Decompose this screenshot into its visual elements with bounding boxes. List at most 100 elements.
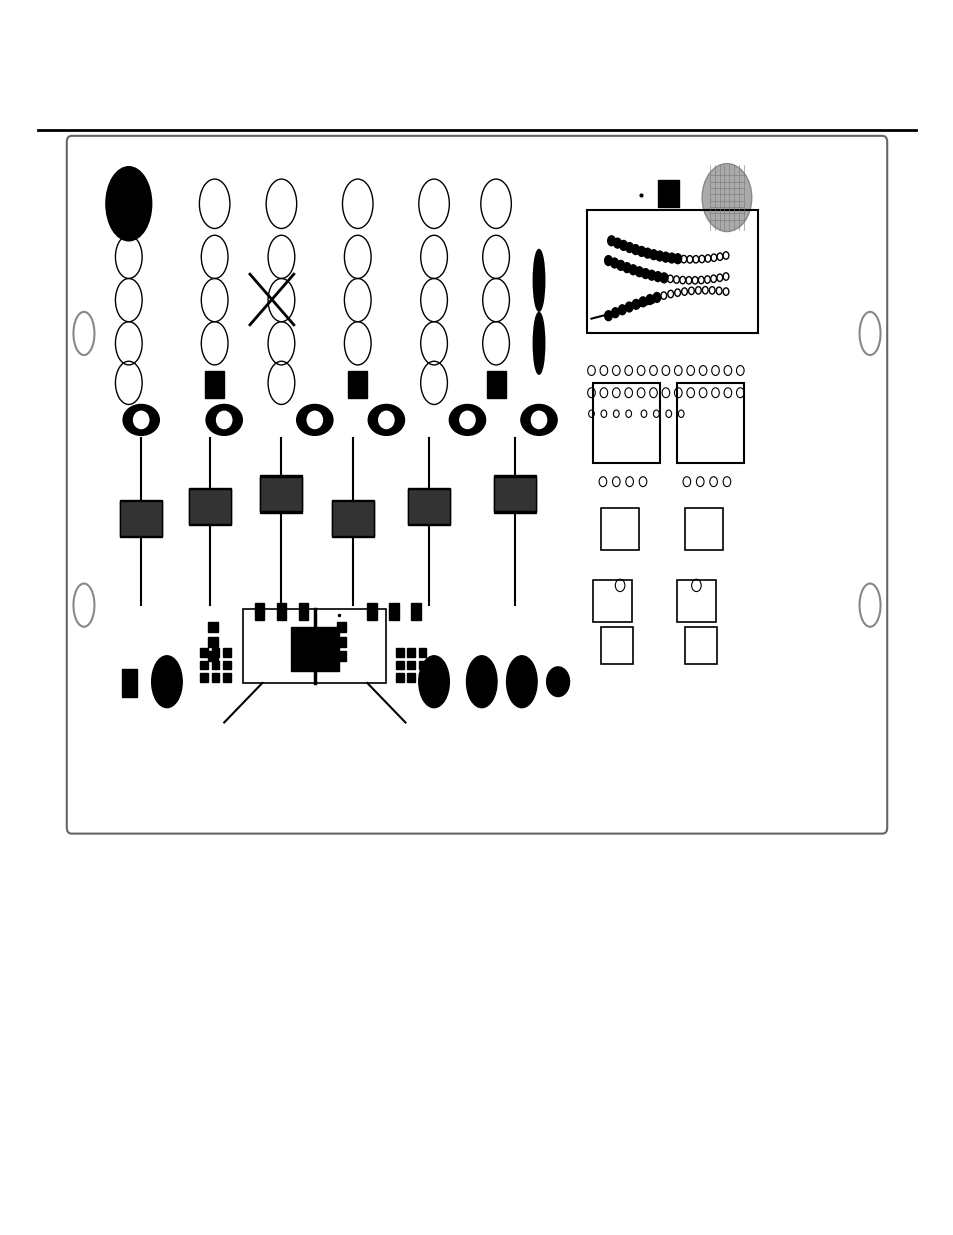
- Circle shape: [625, 242, 633, 252]
- Bar: [254, 603, 264, 620]
- Bar: [684, 627, 717, 664]
- Ellipse shape: [533, 249, 544, 311]
- Bar: [494, 475, 536, 513]
- Ellipse shape: [531, 411, 546, 429]
- Bar: [200, 673, 208, 682]
- Ellipse shape: [459, 411, 475, 429]
- Circle shape: [661, 252, 669, 262]
- Circle shape: [625, 303, 633, 312]
- Bar: [276, 603, 286, 620]
- Bar: [408, 488, 450, 525]
- Ellipse shape: [533, 312, 544, 374]
- Bar: [212, 661, 219, 669]
- Ellipse shape: [216, 411, 232, 429]
- Ellipse shape: [466, 656, 497, 708]
- Bar: [223, 661, 231, 669]
- Bar: [677, 580, 715, 622]
- Bar: [418, 648, 426, 657]
- Circle shape: [622, 263, 630, 273]
- Circle shape: [653, 293, 660, 303]
- Circle shape: [641, 269, 649, 279]
- Circle shape: [654, 272, 661, 282]
- Bar: [600, 508, 639, 550]
- Bar: [212, 673, 219, 682]
- Circle shape: [635, 267, 642, 277]
- Bar: [260, 475, 302, 513]
- Circle shape: [613, 238, 620, 248]
- Circle shape: [604, 256, 612, 266]
- FancyBboxPatch shape: [67, 136, 886, 834]
- Bar: [395, 648, 403, 657]
- Circle shape: [643, 248, 651, 258]
- Circle shape: [673, 253, 680, 263]
- Bar: [205, 370, 224, 398]
- Circle shape: [645, 295, 653, 305]
- Bar: [593, 580, 631, 622]
- Bar: [408, 489, 450, 524]
- Bar: [291, 627, 338, 671]
- Bar: [336, 651, 346, 661]
- Bar: [367, 603, 376, 620]
- Bar: [407, 648, 415, 657]
- Circle shape: [619, 241, 627, 251]
- Circle shape: [546, 667, 569, 697]
- Bar: [494, 477, 536, 511]
- Bar: [189, 488, 231, 525]
- Bar: [208, 637, 217, 647]
- Bar: [593, 383, 659, 463]
- Bar: [223, 673, 231, 682]
- Circle shape: [632, 299, 639, 309]
- Ellipse shape: [152, 656, 182, 708]
- Circle shape: [639, 296, 646, 306]
- Bar: [122, 669, 137, 697]
- Bar: [407, 673, 415, 682]
- Bar: [260, 477, 302, 511]
- Circle shape: [618, 305, 625, 315]
- Ellipse shape: [133, 411, 149, 429]
- Bar: [348, 370, 367, 398]
- Bar: [411, 603, 420, 620]
- Circle shape: [607, 236, 615, 246]
- Ellipse shape: [368, 405, 404, 436]
- Bar: [243, 609, 386, 683]
- Bar: [418, 661, 426, 669]
- Bar: [389, 603, 398, 620]
- Bar: [332, 501, 374, 536]
- Bar: [486, 370, 505, 398]
- Circle shape: [647, 270, 655, 280]
- Bar: [684, 508, 722, 550]
- Circle shape: [667, 253, 675, 263]
- Ellipse shape: [701, 163, 751, 232]
- Bar: [677, 383, 743, 463]
- Bar: [600, 627, 633, 664]
- Bar: [336, 622, 346, 632]
- Bar: [208, 651, 217, 661]
- Bar: [336, 637, 346, 647]
- Bar: [120, 501, 162, 536]
- Bar: [212, 648, 219, 657]
- Circle shape: [604, 311, 612, 321]
- Bar: [200, 661, 208, 669]
- Ellipse shape: [307, 411, 322, 429]
- Bar: [189, 489, 231, 524]
- Ellipse shape: [378, 411, 394, 429]
- Bar: [332, 500, 374, 537]
- Bar: [200, 648, 208, 657]
- Bar: [298, 603, 308, 620]
- Circle shape: [617, 261, 624, 270]
- Circle shape: [631, 245, 639, 254]
- Ellipse shape: [418, 656, 449, 708]
- Bar: [208, 622, 217, 632]
- Bar: [223, 648, 231, 657]
- Ellipse shape: [123, 405, 159, 436]
- Ellipse shape: [106, 167, 152, 241]
- Circle shape: [610, 258, 618, 268]
- Bar: [120, 500, 162, 537]
- Circle shape: [659, 273, 667, 283]
- Circle shape: [649, 249, 657, 259]
- Bar: [395, 673, 403, 682]
- Circle shape: [656, 251, 663, 261]
- Ellipse shape: [449, 405, 485, 436]
- Circle shape: [629, 264, 637, 274]
- Bar: [586, 210, 758, 333]
